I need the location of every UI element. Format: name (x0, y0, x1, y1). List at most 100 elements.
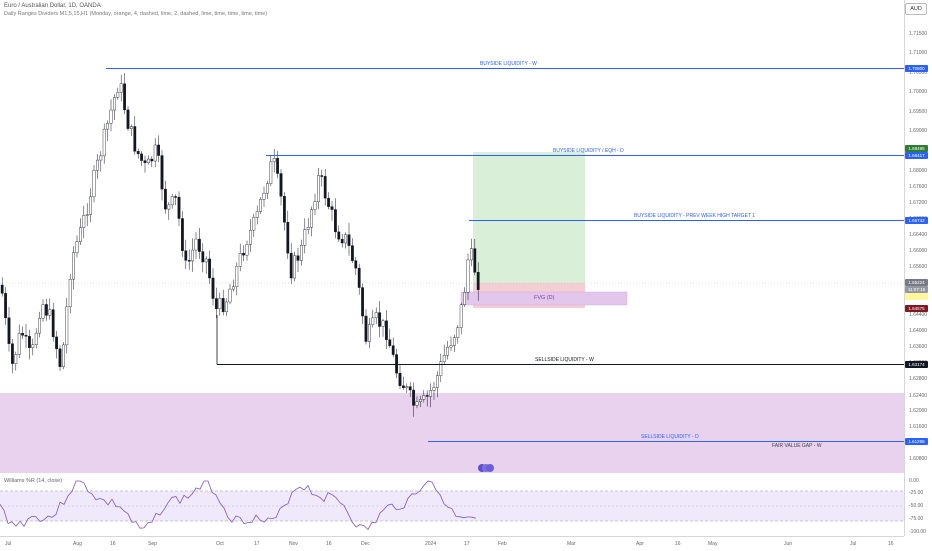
candle-body (68, 278, 72, 308)
sellside-w-label: SELLSIDE LIQUIDITY - W (535, 357, 594, 363)
price-tick: 1.64000 (909, 328, 928, 334)
time-tick: Oct (216, 541, 224, 547)
candle-body (126, 109, 130, 129)
candle-body (24, 335, 28, 337)
buyside-d-price-badge: 1.68417 (905, 152, 928, 159)
candle-body (252, 217, 256, 231)
buyside-d-label: BUYSIDE LIQUIDITY / EQH - D (553, 148, 624, 154)
candle-body (473, 248, 477, 273)
candle-body (279, 173, 283, 197)
candle-body (21, 333, 24, 336)
candle-body (262, 192, 266, 200)
candle-body (459, 304, 463, 328)
current-time-badge: 11:07:16 (905, 286, 928, 293)
candle-body (10, 343, 14, 364)
time-axis[interactable] (0, 536, 904, 551)
candle-body (136, 151, 140, 155)
fvg-daily-label: FVG (D) (534, 295, 555, 301)
candle-body (269, 161, 273, 184)
candle-body (412, 389, 415, 406)
candle-body (368, 324, 371, 342)
candle-body (34, 332, 38, 346)
chart-title: Euro / Australian Dollar, 1D, OANDA (4, 3, 101, 9)
candle-body (177, 196, 181, 219)
candle-body (102, 128, 106, 157)
fvg-daily-box (460, 291, 628, 306)
candle-body (95, 159, 99, 171)
sellside-d-price-badge: 1.61296 (905, 438, 928, 445)
candle-body (225, 301, 228, 313)
candle-body (109, 109, 113, 124)
price-tick: 1.60800 (909, 456, 928, 462)
osc-tick: -100.00 (909, 529, 926, 535)
candle-body (470, 248, 473, 261)
candle-body (116, 92, 120, 98)
candle-body (174, 196, 177, 198)
candle-body (112, 97, 116, 111)
candle-body (163, 188, 167, 210)
candle-body (429, 390, 432, 397)
candle-body (255, 211, 259, 218)
target-zone (473, 152, 585, 283)
candle-body (442, 355, 446, 362)
indicator-legend[interactable]: Daily Ranges Dividers M1,5,15,H1 (Monday… (4, 11, 268, 17)
candle-body (361, 287, 364, 317)
time-tick: 16 (110, 541, 116, 547)
candle-body (133, 126, 137, 152)
buyside-prev-label: BUYSIDE LIQUIDITY - PREV WEEK HIGH TARGE… (634, 213, 756, 219)
price-tick: 1.62400 (909, 393, 928, 399)
candle-body (123, 83, 127, 111)
candle-body (167, 204, 171, 210)
time-tick: Jun (784, 541, 793, 547)
candle-body (187, 260, 191, 262)
candle-body (85, 214, 89, 216)
williams-r-pane[interactable] (0, 476, 904, 536)
time-tick: 17 (254, 541, 260, 547)
sellside-d-label: SELLSIDE LIQUIDITY - D (641, 434, 699, 440)
candle-body (259, 199, 262, 212)
candle-body (405, 386, 409, 388)
price-tick: 1.62000 (909, 408, 928, 414)
currency-badge[interactable]: AUD (905, 3, 927, 15)
price-tick: 1.66000 (909, 248, 928, 254)
time-tick: Mar (567, 541, 576, 547)
candle-body (317, 175, 320, 202)
candle-body (415, 401, 419, 406)
candle-body (180, 218, 184, 251)
candle-body (170, 196, 174, 206)
candle-body (276, 158, 279, 174)
candle-body (45, 304, 48, 316)
price-tick: 1.67600 (909, 184, 928, 190)
candle-body (221, 298, 225, 313)
candle-body (408, 386, 412, 391)
candle-body (391, 345, 395, 355)
oscillator-title[interactable]: Williams %R (14, close) (4, 478, 63, 484)
candle-body (296, 255, 300, 261)
time-tick: Aug (73, 541, 82, 547)
candle-body (204, 258, 208, 263)
candle-body (378, 312, 381, 327)
candle-body (218, 298, 222, 309)
candle-body (191, 249, 194, 262)
buyside-w-label: BUYSIDE LIQUIDITY - W (480, 61, 537, 67)
candlestick-chart[interactable] (0, 0, 904, 474)
candle-body (17, 333, 21, 355)
fvg-price-badge (905, 293, 928, 300)
chart-pane[interactable] (0, 0, 904, 474)
candle-body (82, 215, 86, 228)
fvg-weekly-label: FAIR VALUE GAP - W (772, 443, 822, 449)
price-axis[interactable] (904, 0, 932, 536)
candle-body (266, 183, 269, 194)
sellside-w-price-badge: 1.63174 (905, 361, 928, 368)
candle-body (374, 312, 378, 319)
candle-body (194, 238, 198, 251)
current-price-badge: 1.65224 (905, 279, 928, 286)
candle-body (7, 317, 11, 344)
candle-body (310, 209, 313, 228)
candle-body (364, 315, 368, 342)
time-tick: 17 (464, 541, 470, 547)
candle-body (425, 395, 429, 397)
candle-body (351, 245, 354, 261)
candle-body (31, 344, 35, 348)
time-tick: Jul (5, 541, 12, 547)
